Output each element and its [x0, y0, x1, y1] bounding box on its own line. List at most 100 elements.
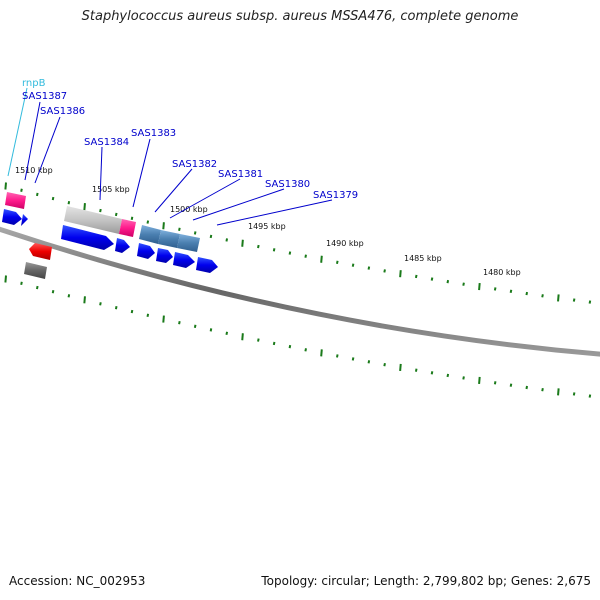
- leader-SAS1382: [154, 168, 193, 213]
- scale-tick: [446, 279, 450, 284]
- scale-tick: [351, 263, 355, 267]
- scale-tick: [209, 234, 213, 239]
- scale-tick: [241, 333, 244, 341]
- scale-label-1495: 1495 kbp: [248, 222, 286, 231]
- scale-tick: [572, 392, 576, 396]
- scale-tick: [193, 231, 197, 235]
- scale-tick: [320, 349, 323, 357]
- hit-block-2[interactable]: [158, 230, 180, 248]
- reverse-cds-arrow[interactable]: [29, 243, 52, 260]
- scale-label-1505: 1505 kbp: [92, 185, 130, 194]
- genome-backbone: [0, 226, 600, 357]
- scale-tick: [462, 282, 465, 286]
- cds-arrow-SAS1387[interactable]: [2, 209, 22, 225]
- leader-SAS1379: [216, 199, 333, 226]
- scale-tick: [99, 208, 102, 213]
- scale-ticks-outer: [4, 182, 592, 304]
- gene-label-SAS1382[interactable]: SAS1382: [172, 159, 217, 170]
- scale-tick: [288, 251, 292, 255]
- scale-tick: [209, 328, 213, 332]
- scale-tick: [4, 182, 7, 190]
- scale-tick: [99, 302, 102, 306]
- scale-tick: [399, 270, 402, 278]
- scale-tick: [367, 360, 371, 364]
- leader-SAS1381: [169, 178, 241, 219]
- scale-tick: [225, 238, 229, 242]
- scale-tick: [430, 277, 434, 281]
- hit-block-1[interactable]: [139, 225, 161, 244]
- scale-label-1510: 1510 kbp: [15, 166, 53, 175]
- cds-arrow-SAS1386[interactable]: [21, 214, 28, 226]
- scale-tick: [130, 216, 134, 220]
- rna-feature-rnpB[interactable]: [5, 192, 26, 209]
- scale-tick: [288, 344, 292, 349]
- scale-tick: [446, 373, 450, 378]
- scale-tick: [414, 274, 418, 279]
- scale-tick: [241, 239, 244, 247]
- leader-SAS1380: [192, 188, 285, 221]
- scale-tick: [525, 385, 529, 390]
- scale-tick: [525, 291, 529, 296]
- gene-labels: rnpB SAS1387 SAS1386 SAS1384 SAS1383 SAS…: [22, 78, 358, 201]
- scale-tick: [114, 306, 118, 310]
- scale-tick: [304, 254, 307, 258]
- cds-arrow-SAS1379[interactable]: [196, 257, 218, 273]
- scale-ticks-inner: [4, 275, 592, 398]
- scale-tick: [414, 368, 418, 372]
- scale-label-1485: 1485 kbp: [404, 254, 442, 263]
- scale-tick: [430, 371, 434, 375]
- scale-tick: [225, 331, 229, 336]
- forward-cds-track: [2, 209, 218, 273]
- scale-tick: [462, 376, 465, 380]
- accession-text: Accession: NC_002953: [9, 574, 146, 588]
- scale-tick: [383, 362, 386, 367]
- scale-tick: [541, 388, 544, 392]
- scale-label-1490: 1490 kbp: [326, 239, 364, 248]
- scale-tick: [67, 294, 71, 298]
- scale-tick: [493, 381, 497, 385]
- cds-arrow-SAS1380[interactable]: [173, 252, 195, 268]
- rna-feature-SAS1383[interactable]: [119, 219, 136, 237]
- gene-label-rnpB[interactable]: rnpB: [22, 78, 46, 89]
- topology-text: Topology: circular; Length: 2,799,802 bp…: [261, 574, 591, 588]
- cds-arrow-SAS1383[interactable]: [115, 238, 130, 253]
- scale-tick: [399, 363, 402, 372]
- scale-tick: [367, 266, 371, 270]
- gene-label-SAS1381[interactable]: SAS1381: [218, 169, 263, 180]
- scale-tick: [588, 394, 592, 398]
- scale-tick: [335, 260, 339, 264]
- cds-arrow-SAS1382[interactable]: [137, 243, 155, 259]
- gene-label-SAS1380[interactable]: SAS1380: [265, 179, 310, 190]
- leader-SAS1384: [99, 146, 103, 201]
- scale-tick: [114, 212, 118, 217]
- scale-label-1500: 1500 kbp: [170, 205, 208, 214]
- gene-label-SAS1384[interactable]: SAS1384: [84, 137, 129, 148]
- scale-tick: [83, 296, 86, 304]
- grey-gene-feature[interactable]: [64, 206, 122, 234]
- hit-block-3[interactable]: [177, 234, 200, 252]
- label-leaders: [7, 87, 333, 226]
- gene-label-SAS1387[interactable]: SAS1387: [22, 91, 67, 102]
- scale-tick: [193, 324, 197, 329]
- leader-SAS1387: [24, 101, 41, 181]
- gene-label-SAS1383[interactable]: SAS1383: [131, 128, 176, 139]
- scale-labels: 1510 kbp 1505 kbp 1500 kbp 1495 kbp 1490…: [15, 166, 521, 277]
- scale-tick: [272, 341, 276, 346]
- scale-tick: [257, 244, 260, 249]
- scale-tick: [130, 309, 134, 314]
- leader-SAS1383: [132, 138, 151, 208]
- reverse-gene-feature[interactable]: [24, 262, 47, 279]
- cds-arrow-SAS1384[interactable]: [61, 225, 114, 250]
- scale-tick: [20, 281, 23, 285]
- scale-tick: [320, 255, 323, 263]
- feature-track-upper: [5, 192, 200, 252]
- gene-label-SAS1379[interactable]: SAS1379: [313, 190, 358, 201]
- gene-label-SAS1386[interactable]: SAS1386: [40, 106, 85, 117]
- scale-tick: [20, 188, 23, 192]
- scale-tick: [572, 298, 576, 302]
- cds-arrow-SAS1381[interactable]: [156, 248, 173, 263]
- scale-tick: [588, 300, 592, 304]
- scale-tick: [478, 283, 481, 291]
- scale-tick: [51, 196, 55, 201]
